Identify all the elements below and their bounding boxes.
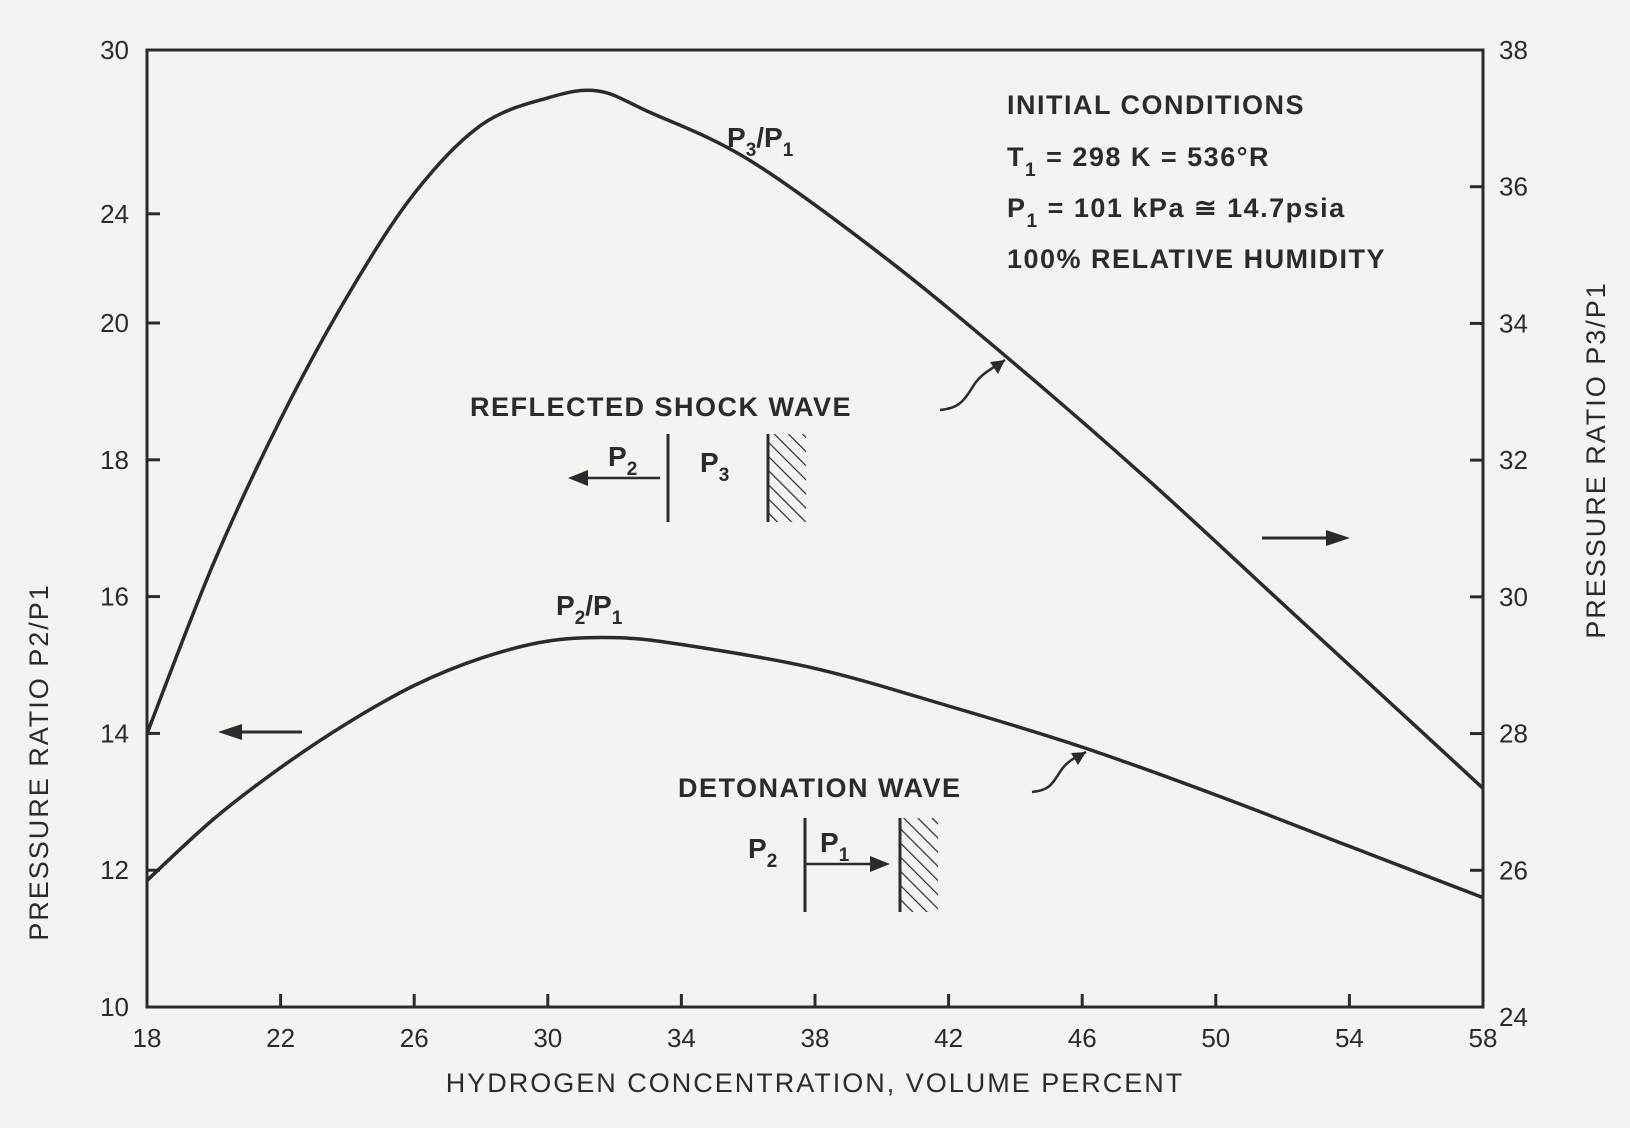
x-tick-label-18: 18	[133, 1023, 162, 1053]
x-axis-title: HYDROGEN CONCENTRATION, VOLUME PERCENT	[446, 1068, 1185, 1098]
reflected-leader-arrowhead	[990, 360, 1005, 374]
right-y-tick-label-34: 34	[1499, 308, 1528, 338]
x-tick-label-54: 54	[1335, 1023, 1364, 1053]
series-lines	[145, 88, 1485, 900]
detonation-diagram: P2 P1	[748, 818, 938, 912]
left-y-tick-label-10: 10	[100, 992, 129, 1022]
right-y-tick-label-26: 26	[1499, 855, 1528, 885]
p3-series-label: P3/P1	[727, 122, 794, 161]
right-y-tick-label-36: 36	[1499, 172, 1528, 202]
left-y-axis-title: PRESSURE RATIO P2/P1	[24, 583, 54, 941]
humidity-condition: 100% RELATIVE HUMIDITY	[1007, 244, 1386, 274]
series-line-p2-p1	[145, 635, 1484, 900]
svg-text:PRESSURE RATIO P2/P1: PRESSURE RATIO P2/P1	[24, 583, 54, 941]
detonation-arrowhead	[870, 856, 890, 872]
series-line-p3-p1	[145, 88, 1485, 790]
left-axis-arrow	[218, 724, 302, 740]
x-axis-ticks: 18 22 26 30 34 38 42 46 50 54 58	[133, 994, 1498, 1053]
left-y-tick-label-16: 16	[100, 582, 129, 612]
reflected-shock-p2: P2	[608, 441, 637, 480]
right-axis-arrow	[1262, 530, 1350, 546]
right-y-tick-label-38: 38	[1499, 35, 1528, 65]
detonation-p1: P1	[820, 827, 850, 866]
left-y-tick-label-12: 12	[100, 855, 129, 885]
reflected-shock-label: REFLECTED SHOCK WAVE	[470, 392, 852, 422]
x-tick-label-50: 50	[1201, 1023, 1230, 1053]
right-y-tick-label-32: 32	[1499, 445, 1528, 475]
right-y-tick-label-24: 24	[1499, 1002, 1528, 1032]
t1-condition: T1 = 298 K = 536°R	[1007, 142, 1270, 181]
right-y-axis-title: PRESSURE RATIO P3/P1	[1581, 281, 1611, 639]
detonation-wall	[900, 818, 938, 912]
left-y-tick-label-20: 20	[100, 308, 129, 338]
reflected-shock-wall	[768, 434, 806, 522]
x-tick-label-26: 26	[400, 1023, 429, 1053]
x-tick-label-34: 34	[667, 1023, 696, 1053]
detonation-p2: P2	[748, 833, 777, 872]
right-y-tick-label-28: 28	[1499, 719, 1528, 749]
reflected-leader-line	[939, 358, 1006, 412]
reflected-shock-diagram: P2 P3	[568, 434, 806, 522]
left-y-tick-label-14: 14	[100, 718, 129, 748]
left-y-axis-ticks: 10 12 14 16 18 20 24 30	[100, 35, 160, 1022]
initial-conditions: INITIAL CONDITIONS T1 = 298 K = 536°R P1…	[1007, 90, 1386, 274]
left-y-tick-label-18: 18	[100, 445, 129, 475]
svg-text:PRESSURE RATIO P3/P1: PRESSURE RATIO P3/P1	[1581, 281, 1611, 639]
detonation-label: DETONATION WAVE	[678, 773, 962, 803]
right-y-axis-ticks: 24 26 28 30 32 34 36 38	[1470, 35, 1528, 1032]
x-tick-label-22: 22	[266, 1023, 295, 1053]
p1-condition: P1 = 101 kPa ≅ 14.7psia	[1007, 193, 1346, 232]
reflected-shock-arrowhead	[568, 470, 588, 486]
left-y-tick-label-24: 24	[100, 199, 129, 229]
detonation-leader-arrowhead	[1071, 752, 1086, 765]
p2-series-label: P2/P1	[556, 590, 623, 629]
x-tick-label-58: 58	[1469, 1023, 1498, 1053]
x-tick-label-38: 38	[801, 1023, 830, 1053]
x-tick-label-42: 42	[934, 1023, 963, 1053]
initial-conditions-title: INITIAL CONDITIONS	[1007, 90, 1305, 120]
right-y-axis-title-text: PRESSURE RATIO P3/P1	[1581, 281, 1611, 639]
left-y-tick-label-30: 30	[100, 35, 129, 65]
right-y-tick-label-30: 30	[1499, 582, 1528, 612]
x-tick-label-30: 30	[533, 1023, 562, 1053]
left-y-axis-title-text: PRESSURE RATIO P2/P1	[24, 583, 54, 941]
x-tick-label-46: 46	[1068, 1023, 1097, 1053]
reflected-shock-p3: P3	[700, 447, 729, 486]
